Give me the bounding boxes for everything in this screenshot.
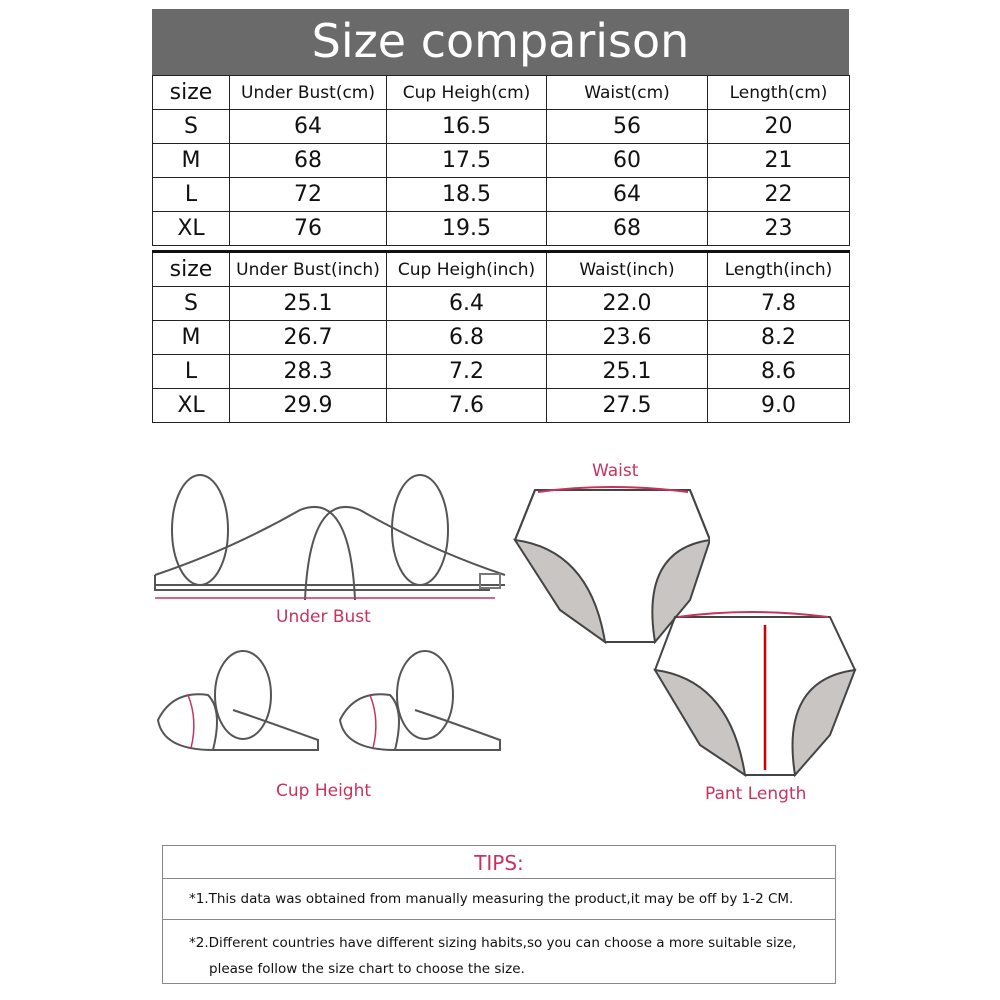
bra-side-illustration-2 xyxy=(338,650,501,752)
column-header: Length(cm) xyxy=(707,75,850,110)
table-cell: 27.5 xyxy=(546,388,708,423)
table-row: S 64 16.5 56 20 xyxy=(152,109,850,144)
table-cell: 28.3 xyxy=(229,354,387,389)
table-cell: 56 xyxy=(546,109,708,144)
column-header: Length(inch) xyxy=(707,251,850,287)
panty-length-illustration xyxy=(653,611,857,778)
chart-title: Size comparison xyxy=(152,9,849,75)
table-header-row: size Under Bust(cm) Cup Heigh(cm) Waist(cm)… xyxy=(152,75,850,110)
table-cell: 18.5 xyxy=(386,177,547,212)
table-cell: L xyxy=(152,354,230,389)
tip-2-line-1: *2.Different countries have different si… xyxy=(189,935,797,951)
table-cell: 9.0 xyxy=(707,388,850,423)
tips-heading: TIPS: xyxy=(163,846,835,879)
tip-2: *2.Different countries have different si… xyxy=(163,920,835,982)
table-cell: 8.6 xyxy=(707,354,850,389)
column-header: size xyxy=(152,251,230,287)
table-cell: 7.2 xyxy=(386,354,547,389)
table-cell: 25.1 xyxy=(546,354,708,389)
cup-height-label: Cup Height xyxy=(276,781,372,801)
table-row: XL 76 19.5 68 23 xyxy=(152,211,850,246)
column-header: Under Bust(inch) xyxy=(229,251,387,287)
column-header: size xyxy=(152,75,230,110)
column-header: Cup Heigh(cm) xyxy=(386,75,547,110)
size-table-inch: size Under Bust(inch) Cup Heigh(inch) Waist… xyxy=(152,250,850,423)
column-header: Under Bust(cm) xyxy=(229,75,387,110)
table-cell: 6.8 xyxy=(386,320,547,355)
table-cell: 26.7 xyxy=(229,320,387,355)
table-cell: 68 xyxy=(546,211,708,246)
table-cell: 29.9 xyxy=(229,388,387,423)
table-cell: 64 xyxy=(546,177,708,212)
table-cell: 7.6 xyxy=(386,388,547,423)
table-cell: XL xyxy=(152,388,230,423)
table-cell: 64 xyxy=(229,109,387,144)
table-cell: S xyxy=(152,286,230,321)
panty-waist-illustration xyxy=(512,486,710,645)
table-row: XL 29.9 7.6 27.5 9.0 xyxy=(152,388,850,423)
table-cell: 16.5 xyxy=(386,109,547,144)
table-cell: 6.4 xyxy=(386,286,547,321)
table-cell: M xyxy=(152,320,230,355)
bra-front-illustration xyxy=(154,474,506,601)
table-cell: 22 xyxy=(707,177,850,212)
column-header: Waist(cm) xyxy=(546,75,708,110)
table-cell: 25.1 xyxy=(229,286,387,321)
table-cell: 21 xyxy=(707,143,850,178)
tip-2-line-2: please follow the size chart to choose t… xyxy=(209,961,525,977)
table-cell: 72 xyxy=(229,177,387,212)
table-cell: 23.6 xyxy=(546,320,708,355)
table-row: M 68 17.5 60 21 xyxy=(152,143,850,178)
column-header: Waist(inch) xyxy=(546,251,708,287)
table-cell: 68 xyxy=(229,143,387,178)
column-header: Cup Heigh(inch) xyxy=(386,251,547,287)
under-bust-label: Under Bust xyxy=(276,607,371,627)
waist-label: Waist xyxy=(592,461,639,481)
table-cell: 22.0 xyxy=(546,286,708,321)
table-cell: M xyxy=(152,143,230,178)
table-row: L 72 18.5 64 22 xyxy=(152,177,850,212)
table-cell: L xyxy=(152,177,230,212)
table-cell: 20 xyxy=(707,109,850,144)
table-cell: 23 xyxy=(707,211,850,246)
table-cell: 76 xyxy=(229,211,387,246)
size-table-cm: size Under Bust(cm) Cup Heigh(cm) Waist(cm)… xyxy=(152,75,850,246)
table-cell: S xyxy=(152,109,230,144)
table-row: M 26.7 6.8 23.6 8.2 xyxy=(152,320,850,355)
tip-1: *1.This data was obtained from manually … xyxy=(163,879,835,920)
tips-box: TIPS: *1.This data was obtained from man… xyxy=(162,845,836,984)
table-row: S 25.1 6.4 22.0 7.8 xyxy=(152,286,850,321)
table-cell: 7.8 xyxy=(707,286,850,321)
table-cell: 19.5 xyxy=(386,211,547,246)
table-cell: XL xyxy=(152,211,230,246)
table-header-row: size Under Bust(inch) Cup Heigh(inch) Waist… xyxy=(152,251,850,287)
bra-side-illustration-1 xyxy=(156,650,319,752)
table-row: L 28.3 7.2 25.1 8.6 xyxy=(152,354,850,389)
pant-length-label: Pant Length xyxy=(705,784,807,804)
table-cell: 60 xyxy=(546,143,708,178)
table-cell: 17.5 xyxy=(386,143,547,178)
table-cell: 8.2 xyxy=(707,320,850,355)
